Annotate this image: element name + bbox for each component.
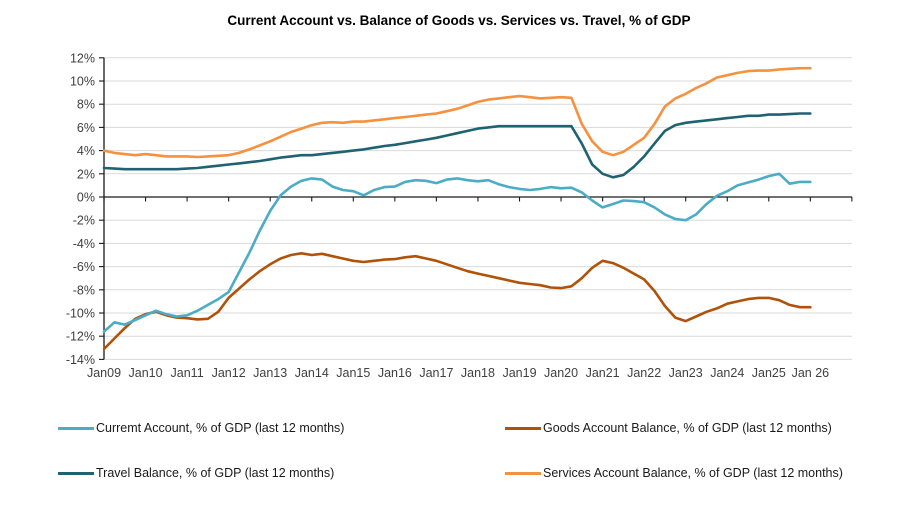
chart-title: Current Account vs. Balance of Goods vs.… [227,13,691,28]
x-tick-label: Jan13 [253,366,287,380]
legend-label-goods-balance: Goods Account Balance, % of GDP (last 12… [543,421,832,435]
y-tick-label: 0% [77,191,95,205]
y-tick-label: -14% [66,353,95,367]
legend-item-travel-balance: Travel Balance, % of GDP (last 12 months… [58,464,505,482]
legend-label-current-account: Curremt Account, % of GDP (last 12 month… [96,421,345,435]
x-tick-label: Jan 26 [792,366,830,380]
x-tick-label: Jan14 [295,366,329,380]
x-tick-label: Jan20 [544,366,578,380]
legend-item-goods-balance: Goods Account Balance, % of GDP (last 12… [505,419,898,437]
x-tick-label: Jan18 [461,366,495,380]
x-tick-label: Jan15 [336,366,370,380]
current-account-line-swatch [58,426,94,430]
travel-balance-line-swatch [58,471,94,475]
line-goods-balance [102,252,812,351]
y-tick-label: -10% [66,307,95,321]
goods-balance-line-swatch [505,426,541,430]
y-tick-label: 2% [77,167,95,181]
y-tick-label: 6% [77,121,95,135]
legend: Curremt Account, % of GDP (last 12 month… [58,419,898,482]
line-services-balance [102,66,812,159]
x-tick-label: Jan12 [212,366,246,380]
legend-label-travel-balance: Travel Balance, % of GDP (last 12 months… [96,466,335,480]
line-current-account [102,172,812,333]
x-tick-label: Jan21 [586,366,620,380]
legend-item-services-balance: Services Account Balance, % of GDP (last… [505,464,898,482]
x-tick-label: Jan09 [87,366,121,380]
y-tick-label: 4% [77,144,95,158]
x-tick-label: Jan19 [502,366,536,380]
plot-area: 12% 10% 8% 6% 4% 2% 0% -2% -4% -6% -8% -10% -12% -14%… [66,51,853,380]
x-tick-label: Jan10 [129,366,163,380]
x-tick-label: Jan11 [171,366,204,380]
y-tick-label: -12% [66,330,95,344]
y-tick-label: -6% [73,260,95,274]
x-tick-label: Jan16 [378,366,412,380]
y-tick-label: -8% [73,283,95,297]
line-travel-balance [102,112,812,179]
y-tick-label: 10% [70,75,95,89]
legend-item-current-account: Curremt Account, % of GDP (last 12 month… [58,419,505,437]
legend-label-services-balance: Services Account Balance, % of GDP (last… [543,466,843,480]
x-tick-label: Jan24 [710,366,744,380]
x-tick-label: Jan17 [419,366,453,380]
x-tick-label: Jan25 [752,366,786,380]
y-tick-label: 12% [70,51,95,65]
y-tick-label: -2% [73,214,95,228]
x-tick-label: Jan23 [669,366,703,380]
x-tick-label: Jan22 [627,366,661,380]
y-tick-label: -4% [73,237,95,251]
services-balance-line-swatch [505,471,541,475]
y-tick-label: 8% [77,98,95,112]
